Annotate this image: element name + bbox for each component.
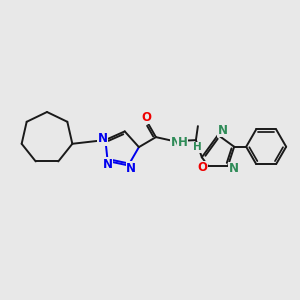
Text: H: H xyxy=(178,136,188,148)
Text: N: N xyxy=(171,136,181,148)
Text: N: N xyxy=(218,124,228,136)
Text: N: N xyxy=(229,162,239,175)
Text: O: O xyxy=(141,111,151,124)
Text: N: N xyxy=(98,133,107,146)
Text: H: H xyxy=(193,142,201,152)
Text: O: O xyxy=(197,161,207,174)
Text: N: N xyxy=(103,158,112,170)
Text: N: N xyxy=(126,162,136,175)
